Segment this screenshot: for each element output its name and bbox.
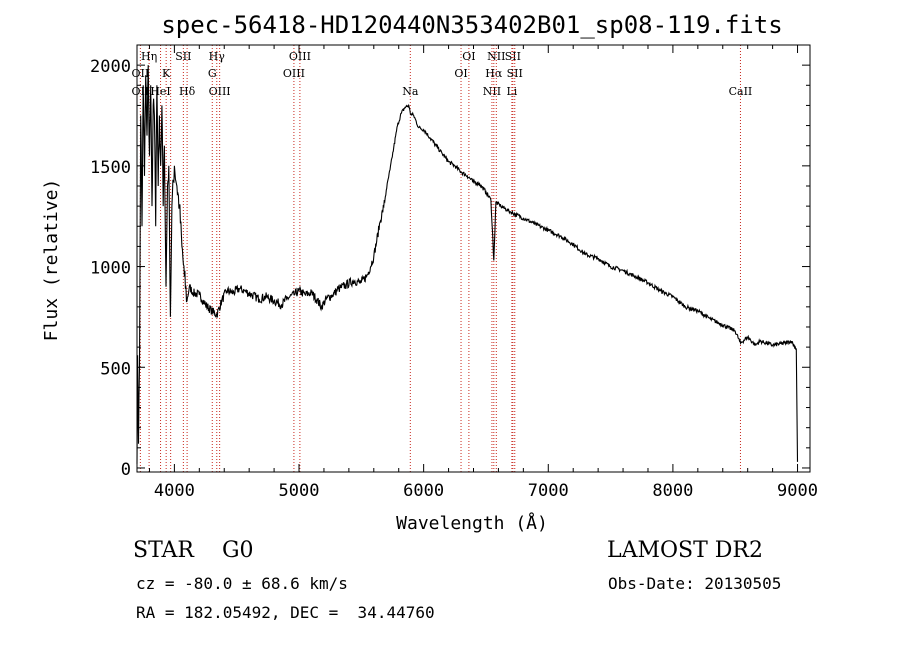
marker-label: K <box>162 67 171 80</box>
chart-title: spec-56418-HD120440N353402B01_sp08-119.f… <box>161 11 782 39</box>
marker-label: Hδ <box>179 85 196 98</box>
marker-label: Hη <box>141 50 157 63</box>
plot-frame <box>136 44 811 473</box>
marker-label: OIII <box>289 50 311 63</box>
survey-label: LAMOST DR2 <box>607 538 763 563</box>
marker-label: OII <box>132 67 150 80</box>
marker-label: OI <box>462 50 475 63</box>
spectrum-line <box>136 65 799 464</box>
marker-label: SII <box>175 50 191 63</box>
x-tick-label: 6000 <box>403 481 444 501</box>
x-tick-label: 7000 <box>528 481 569 501</box>
marker-label: Li <box>506 85 517 98</box>
redshift-label: cz = -80.0 ± 68.6 km/s <box>136 574 348 593</box>
marker-label: OI <box>454 67 467 80</box>
x-tick-label: 4000 <box>154 481 195 501</box>
marker-label: NII <box>487 50 505 63</box>
marker-label: SII <box>507 67 523 80</box>
marker-label: OII <box>132 85 150 98</box>
marker-label: NII <box>483 85 501 98</box>
x-axis-label: Wavelength (Å) <box>396 512 548 534</box>
marker-label: G <box>208 67 217 80</box>
marker-label: OIII <box>209 85 231 98</box>
y-tick-label: 0 <box>121 460 131 480</box>
x-tick-label: 5000 <box>279 481 320 501</box>
emission-line-markers: OII OII Hη HeI K SII Hδ G Hγ OIII OIII OIII Na OI OI NI… <box>132 45 753 472</box>
marker-label: Na <box>402 85 419 98</box>
marker-label: SII <box>505 50 521 63</box>
y-tick-label: 1000 <box>90 259 131 279</box>
marker-label: OIII <box>283 67 305 80</box>
obs-date-label: Obs-Date: 20130505 <box>608 574 782 593</box>
x-tick-label: 9000 <box>777 481 818 501</box>
y-tick-label: 500 <box>100 359 131 379</box>
marker-label: Hα <box>485 67 503 80</box>
classification-label: STAR G0 <box>133 538 254 563</box>
axes: 4000 5000 6000 7000 8000 9000 0 500 1000 1500 2000 <box>90 45 818 501</box>
y-axis-label: Flux (relative) <box>41 179 62 342</box>
marker-label: Hγ <box>209 50 226 63</box>
x-tick-label: 8000 <box>652 481 693 501</box>
marker-label: CaII <box>729 85 753 98</box>
marker-label: HeI <box>150 85 170 98</box>
y-tick-label: 2000 <box>90 57 131 77</box>
y-tick-label: 1500 <box>90 158 131 178</box>
coordinates-label: RA = 182.05492, DEC = 34.44760 <box>136 603 435 622</box>
